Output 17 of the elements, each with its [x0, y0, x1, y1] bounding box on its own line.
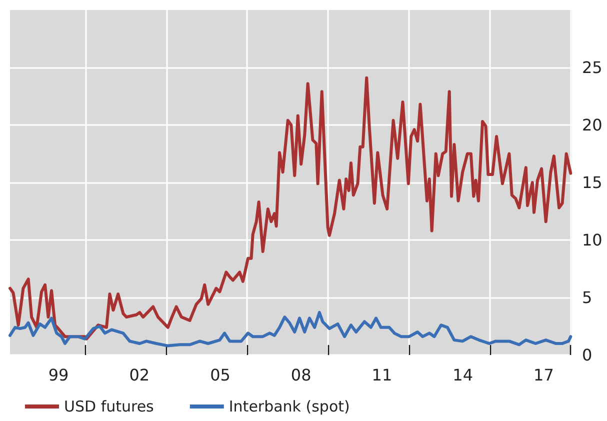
y-tick-label: 20	[582, 116, 602, 134]
y-tick-label: 25	[582, 58, 602, 77]
y-tick-label: 10	[582, 230, 602, 250]
line-series	[8, 76, 572, 340]
x-tick-label: 14	[452, 366, 474, 384]
x-tick-label: 99	[48, 366, 69, 384]
y-tick-label: 0	[582, 346, 592, 364]
x-tick-label: 08	[290, 366, 312, 384]
x-tick-label: 05	[210, 366, 230, 384]
line-series	[8, 310, 572, 348]
x-tick-label: 02	[129, 366, 150, 384]
x-tick-label: 11	[372, 366, 392, 384]
legend-label: USD futures	[64, 398, 154, 416]
legend-label: Interbank (spot)	[228, 398, 350, 416]
x-tick-label: 17	[534, 366, 554, 384]
y-tick-label: 15	[582, 173, 602, 192]
y-tick-label: 5	[582, 288, 592, 307]
